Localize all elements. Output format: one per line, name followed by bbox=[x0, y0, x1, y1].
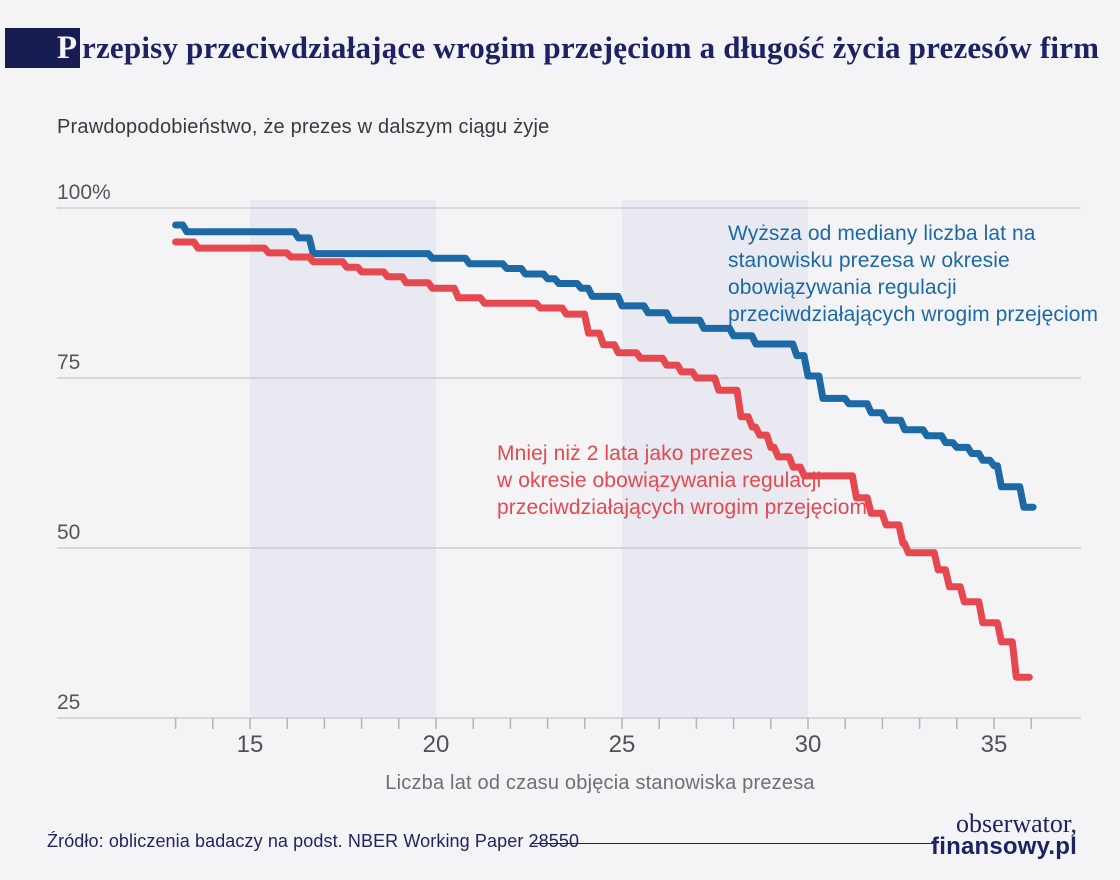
logo: obserwator, finansowy.pl bbox=[931, 809, 1077, 860]
series-line-red bbox=[172, 238, 1033, 681]
page-title-row: P rzepisy przeciwdziałające wrogim przej… bbox=[5, 28, 1099, 68]
y-axis-label: 50 bbox=[57, 521, 81, 544]
x-axis-label: 30 bbox=[794, 731, 822, 758]
x-axis-label: 20 bbox=[422, 731, 450, 758]
x-axis-label: 15 bbox=[236, 731, 264, 758]
title-accent-block: P bbox=[5, 28, 80, 68]
page-subtitle: Prawdopodobieństwo, że prezes w dalszym … bbox=[57, 116, 550, 138]
annotation-red-series: Mniej niż 2 lata jako prezes w okresie o… bbox=[497, 442, 868, 519]
page-title: rzepisy przeciwdziałające wrogim przejęc… bbox=[82, 30, 1100, 65]
logo-finansowy: finansowy.pl bbox=[931, 833, 1077, 860]
title-first-letter: P bbox=[56, 30, 77, 66]
annotation-blue-series: Wyższa od mediany liczba lat na stanowis… bbox=[728, 222, 1099, 326]
y-axis-label: 100% bbox=[57, 181, 111, 204]
source-note: Źródło: obliczenia badaczy na podst. NBE… bbox=[47, 831, 580, 851]
series-line-blue bbox=[172, 221, 1037, 511]
x-axis-label: 35 bbox=[980, 731, 1008, 758]
y-axis-label: 25 bbox=[57, 691, 81, 714]
x-axis-label: 25 bbox=[608, 731, 636, 758]
x-axis-title: Liczba lat od czasu objęcia stanowiska p… bbox=[385, 772, 815, 794]
shaded-band bbox=[250, 200, 436, 719]
y-axis-label: 75 bbox=[57, 351, 81, 374]
footer-rule bbox=[531, 843, 933, 844]
logo-obserwator: obserwator, bbox=[956, 809, 1077, 838]
